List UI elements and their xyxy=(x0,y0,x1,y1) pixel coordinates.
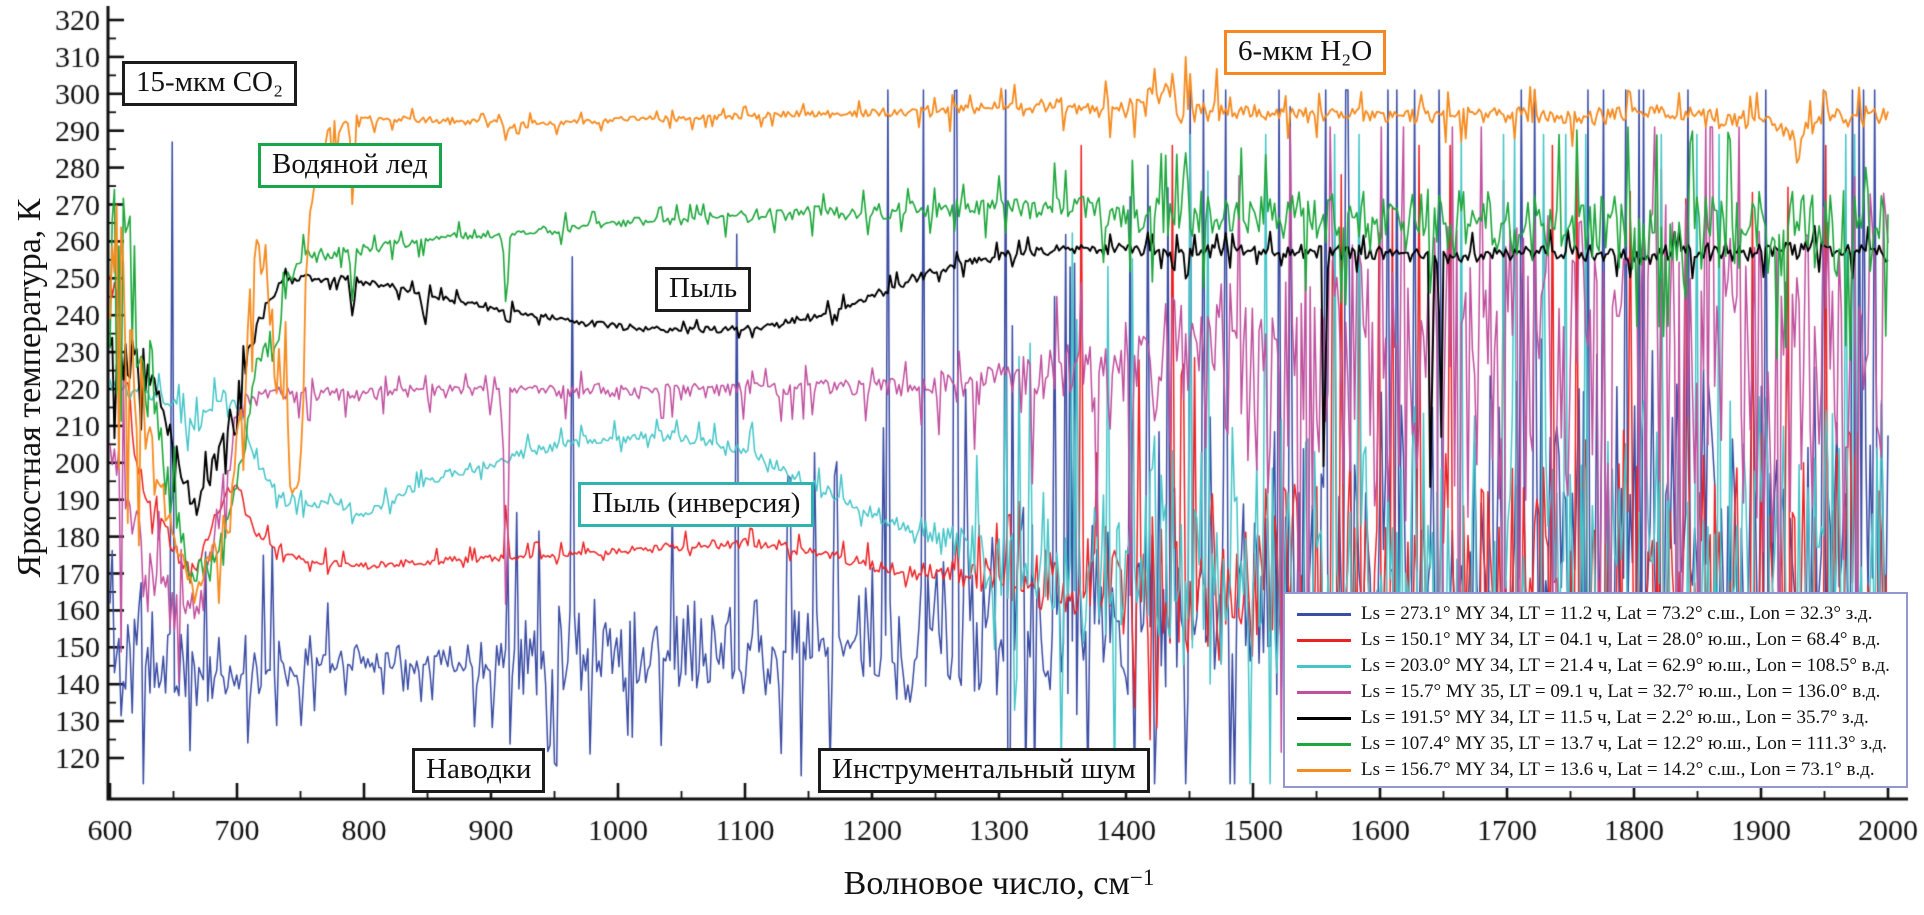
legend-label: Ls = 203.0° MY 34, LT = 21.4 ч, Lat = 62… xyxy=(1361,655,1890,676)
legend-line-swatch xyxy=(1297,612,1351,616)
x-axis-title-base: Волновое число, см xyxy=(843,865,1130,902)
legend-line-swatch xyxy=(1297,768,1351,772)
legend-label: Ls = 107.4° MY 35, LT = 13.7 ч, Lat = 12… xyxy=(1361,733,1888,754)
legend-entry-4: Ls = 191.5° MY 34, LT = 11.5 ч, Lat = 2.… xyxy=(1297,705,1902,731)
legend-entry-3: Ls = 15.7° MY 35, LT = 09.1 ч, Lat = 32.… xyxy=(1297,679,1902,705)
legend-entry-1: Ls = 150.1° MY 34, LT = 04.1 ч, Lat = 28… xyxy=(1297,627,1902,653)
legend-label: Ls = 15.7° MY 35, LT = 09.1 ч, Lat = 32.… xyxy=(1361,681,1881,702)
annotation-pickup: Наводки xyxy=(412,748,546,794)
y-axis-title: Яркостная температура, К xyxy=(11,198,48,578)
legend-line-swatch xyxy=(1297,664,1351,668)
annotation-instr-noise: Инструментальный шум xyxy=(818,748,1150,794)
legend-line-swatch xyxy=(1297,742,1351,746)
legend-line-swatch xyxy=(1297,690,1351,694)
annotation-h2o-band: 6-мкм H₂O xyxy=(1224,30,1387,76)
legend-entry-2: Ls = 203.0° MY 34, LT = 21.4 ч, Lat = 62… xyxy=(1297,653,1902,679)
annotation-dust-inv: Пыль (инверсия) xyxy=(578,482,815,528)
legend-line-swatch xyxy=(1297,716,1351,720)
x-axis-title-superscript: −1 xyxy=(1129,865,1155,890)
legend-entry-5: Ls = 107.4° MY 35, LT = 13.7 ч, Lat = 12… xyxy=(1297,731,1902,757)
annotation-dust: Пыль xyxy=(655,267,752,313)
x-axis-title: Волновое число, см−1 xyxy=(844,865,1155,903)
legend-label: Ls = 150.1° MY 34, LT = 04.1 ч, Lat = 28… xyxy=(1361,629,1881,650)
legend-entry-0: Ls = 273.1° MY 34, LT = 11.2 ч, Lat = 73… xyxy=(1297,601,1902,627)
legend-line-swatch xyxy=(1297,638,1351,642)
legend-label: Ls = 191.5° MY 34, LT = 11.5 ч, Lat = 2.… xyxy=(1361,707,1869,728)
legend: Ls = 273.1° MY 34, LT = 11.2 ч, Lat = 73… xyxy=(1283,592,1908,788)
legend-label: Ls = 273.1° MY 34, LT = 11.2 ч, Lat = 73… xyxy=(1361,603,1873,624)
annotation-co2-band: 15-мкм CO₂ xyxy=(122,61,298,107)
legend-entry-6: Ls = 156.7° MY 34, LT = 13.6 ч, Lat = 14… xyxy=(1297,757,1902,783)
annotation-water-ice: Водяной лед xyxy=(258,143,442,189)
legend-label: Ls = 156.7° MY 34, LT = 13.6 ч, Lat = 14… xyxy=(1361,759,1875,780)
